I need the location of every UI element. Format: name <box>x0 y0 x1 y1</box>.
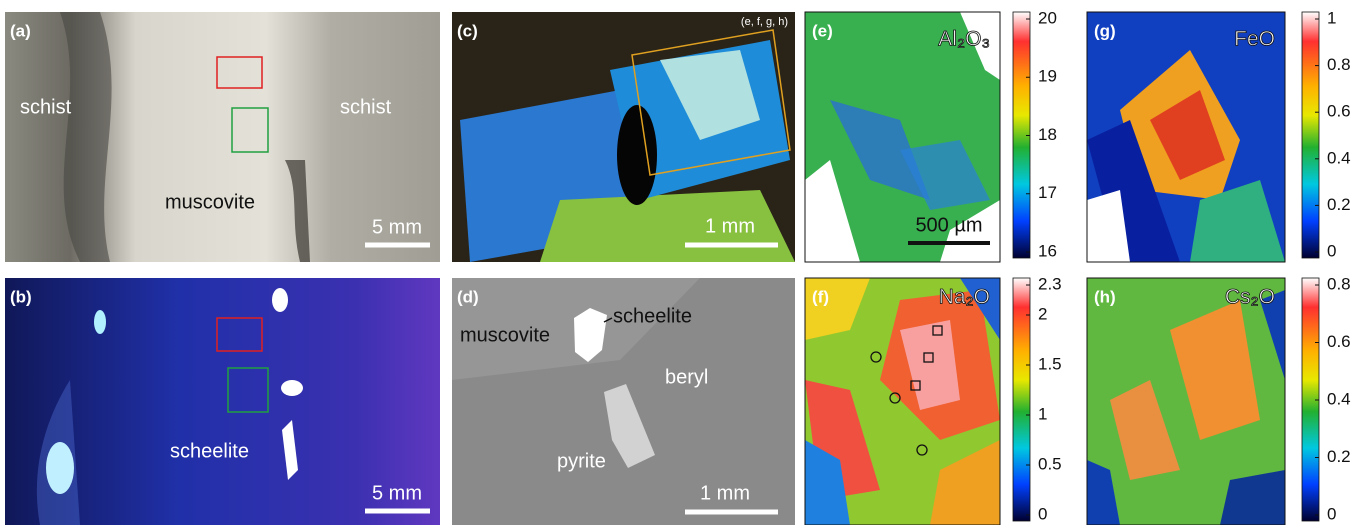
colorbar <box>1012 277 1031 522</box>
panel-label: (d) <box>457 287 479 306</box>
annotation: pyrite <box>557 450 606 472</box>
annotation: schist <box>340 96 392 118</box>
colorbar-tick-label: 1.5 <box>1038 354 1062 373</box>
colorbar-tick-label: 0.8 <box>1327 274 1351 293</box>
colorbar-tick-label: 2.3 <box>1038 274 1062 293</box>
oxide-label: Na₂O <box>939 286 990 309</box>
panel-c: (c) (e, f, g, h) 1 mm <box>452 12 795 262</box>
panel-f: (f) Na₂O <box>804 277 1001 525</box>
colorbar-tick-label: 0.4 <box>1327 389 1351 408</box>
colorbar-tick-label: 0.4 <box>1327 148 1351 167</box>
panel-label: (h) <box>1094 287 1116 306</box>
panel-b: (b) scheelite 5 mm <box>5 278 440 525</box>
colorbar-tick-label: 1 <box>1038 404 1047 423</box>
colorbar <box>1301 11 1320 259</box>
annotation: muscovite <box>165 191 255 213</box>
panel-a: (a) schist schist muscovite 5 mm <box>5 12 440 262</box>
panel-g: (g) FeO <box>1086 11 1286 263</box>
panel-label: (f) <box>812 287 829 306</box>
colorbar-tick-label: 18 <box>1038 125 1057 144</box>
colorbar-tick-label: 0.6 <box>1327 102 1351 121</box>
colorbar-tick-label: 1 <box>1327 8 1336 27</box>
panel-e: (e) Al₂O₃ 500 µm <box>804 11 1001 263</box>
panel-h: (h) Cs₂O <box>1086 277 1286 525</box>
colorbar-tick-label: 0.6 <box>1327 332 1351 351</box>
oxide-label: FeO <box>1234 28 1275 51</box>
panel-d: (d) muscovite scheelite beryl pyrite 1 m… <box>452 278 795 525</box>
colorbar-tick-label: 0 <box>1038 504 1047 523</box>
panel-label: (c) <box>457 21 478 40</box>
colorbar-tick-label: 17 <box>1038 183 1057 202</box>
scale-bar-label: 5 mm <box>372 482 422 504</box>
colorbar-tick-label: 0 <box>1327 504 1336 523</box>
scale-bar-label: 1 mm <box>700 482 750 504</box>
colorbar-tick-label: 0.8 <box>1327 55 1351 74</box>
colorbar-tick-label: 2 <box>1038 304 1047 323</box>
annotation: (e, f, g, h) <box>741 16 788 28</box>
annotation: muscovite <box>460 324 550 346</box>
scale-bar-label: 5 mm <box>372 216 422 238</box>
annotation: scheelite <box>170 440 249 462</box>
panel-label: (b) <box>10 287 32 306</box>
colorbar-tick-label: 0.2 <box>1327 447 1351 466</box>
colorbar-tick-label: 16 <box>1038 241 1057 260</box>
panel-label: (e) <box>812 21 833 40</box>
panel-label: (g) <box>1094 21 1116 40</box>
panel-label: (a) <box>10 21 31 40</box>
colorbar-tick-label: 0.2 <box>1327 195 1351 214</box>
annotation: schist <box>20 96 72 118</box>
annotation: beryl <box>665 366 708 388</box>
scale-bar-label: 500 µm <box>915 214 982 236</box>
oxide-label: Al₂O₃ <box>938 28 990 51</box>
colorbar-tick-label: 0.5 <box>1038 454 1062 473</box>
annotation: scheelite <box>613 305 692 327</box>
colorbar-tick-label: 19 <box>1038 67 1057 86</box>
colorbar-tick-label: 20 <box>1038 8 1057 27</box>
oxide-label: Cs₂O <box>1225 286 1275 309</box>
scale-bar-label: 1 mm <box>705 215 755 237</box>
colorbar-tick-label: 0 <box>1327 241 1336 260</box>
